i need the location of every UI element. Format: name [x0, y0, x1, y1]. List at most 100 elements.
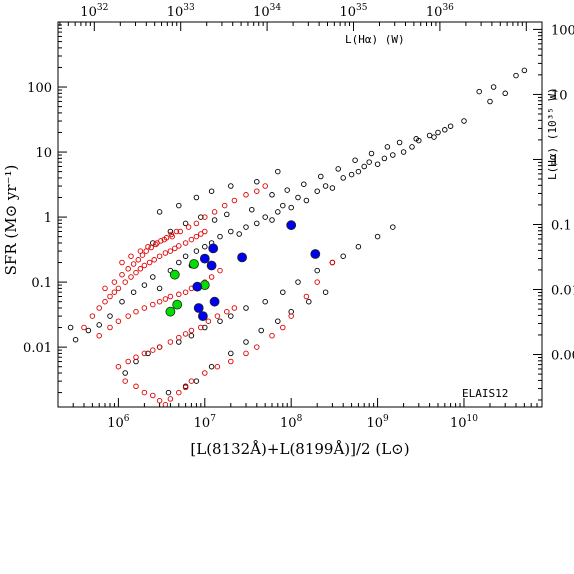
data-point [156, 209, 163, 215]
data-point [141, 350, 148, 357]
data-point [130, 289, 137, 295]
top-tick-label: 1033 [167, 3, 195, 20]
data-point [208, 243, 219, 254]
data-point [169, 269, 180, 280]
data-point [384, 144, 391, 150]
x-axis-title: [L(8132Å)+L(8199Å)]/2 (L⊙) [190, 440, 409, 458]
data-point [521, 67, 528, 74]
data-point [254, 344, 260, 350]
data-point [119, 271, 125, 278]
data-point [96, 305, 102, 311]
data-point [193, 303, 204, 313]
data-point [167, 396, 174, 402]
data-point [115, 363, 122, 370]
y-tick-label: 100 [27, 81, 52, 96]
right-tick-label: 100 [551, 23, 574, 38]
data-point [228, 183, 234, 189]
data-point [162, 296, 169, 302]
data-point [374, 233, 381, 240]
data-point [275, 318, 281, 324]
data-point [193, 248, 200, 254]
y-tick-label: 0.01 [23, 341, 52, 356]
data-point [189, 259, 199, 269]
data-point [162, 401, 169, 408]
data-point [335, 166, 341, 172]
data-point [490, 84, 497, 90]
data-point [133, 269, 139, 276]
data-point [243, 339, 249, 345]
data-point [208, 363, 215, 370]
data-point [318, 173, 324, 180]
data-point [262, 214, 268, 220]
data-point [135, 257, 142, 263]
data-point [340, 175, 346, 181]
data-point [182, 384, 189, 391]
data-point [269, 192, 275, 198]
data-point [228, 358, 234, 365]
data-point [85, 327, 92, 334]
data-point [156, 298, 163, 305]
data-point [355, 168, 362, 175]
data-point [96, 332, 102, 339]
data-point [366, 159, 372, 165]
data-point [288, 308, 294, 315]
data-point [156, 253, 163, 259]
data-point [368, 150, 375, 157]
data-point [400, 149, 407, 155]
data-point [150, 274, 156, 280]
data-point [182, 220, 189, 227]
data-point [431, 134, 437, 140]
data-point [502, 90, 508, 97]
data-point [295, 194, 301, 201]
data-point [224, 308, 230, 315]
data-point [107, 324, 113, 331]
data-point [202, 324, 208, 331]
data-point [214, 363, 221, 370]
data-point [148, 244, 154, 251]
data-point [145, 243, 151, 250]
data-point [202, 370, 208, 376]
right-tick-label: 10 [551, 88, 568, 103]
right-tick-label: 0.001 [551, 349, 574, 364]
data-point [228, 228, 234, 235]
data-point [158, 238, 164, 244]
data-point [361, 163, 367, 170]
top-axis-title: L(Hα) (W) [345, 33, 405, 46]
data-point [286, 220, 297, 231]
data-point [243, 305, 249, 311]
data-point [426, 132, 433, 139]
data-point [156, 344, 163, 350]
y-axis-title: SFR (M⊙ yr⁻¹) [2, 165, 20, 276]
data-point [141, 262, 148, 269]
top-tick-label: 1035 [339, 3, 367, 20]
data-point [262, 183, 268, 189]
data-point [167, 339, 174, 345]
x-tick-label: 107 [194, 414, 217, 431]
data-point [193, 233, 200, 240]
data-point [72, 336, 79, 343]
data-point [150, 301, 156, 308]
data-point [176, 259, 182, 266]
data-point [143, 248, 149, 254]
data-point [167, 228, 174, 235]
data-point [243, 224, 249, 230]
data-point [487, 98, 493, 105]
data-point [96, 322, 102, 328]
data-point [122, 370, 128, 376]
data-point [141, 282, 148, 288]
data-point [141, 389, 148, 396]
data-point [208, 274, 215, 280]
right-tick-label: 0.1 [551, 218, 572, 233]
data-point [188, 236, 195, 243]
data-point [162, 250, 169, 256]
data-point [185, 224, 192, 230]
data-point [269, 217, 275, 223]
data-point [119, 259, 125, 266]
x-tick-label: 109 [366, 414, 389, 431]
panel-annotation: ELAIS12 [462, 387, 508, 400]
data-point [231, 305, 238, 311]
data-point [107, 313, 113, 319]
data-point [150, 392, 156, 399]
data-point [122, 279, 128, 285]
